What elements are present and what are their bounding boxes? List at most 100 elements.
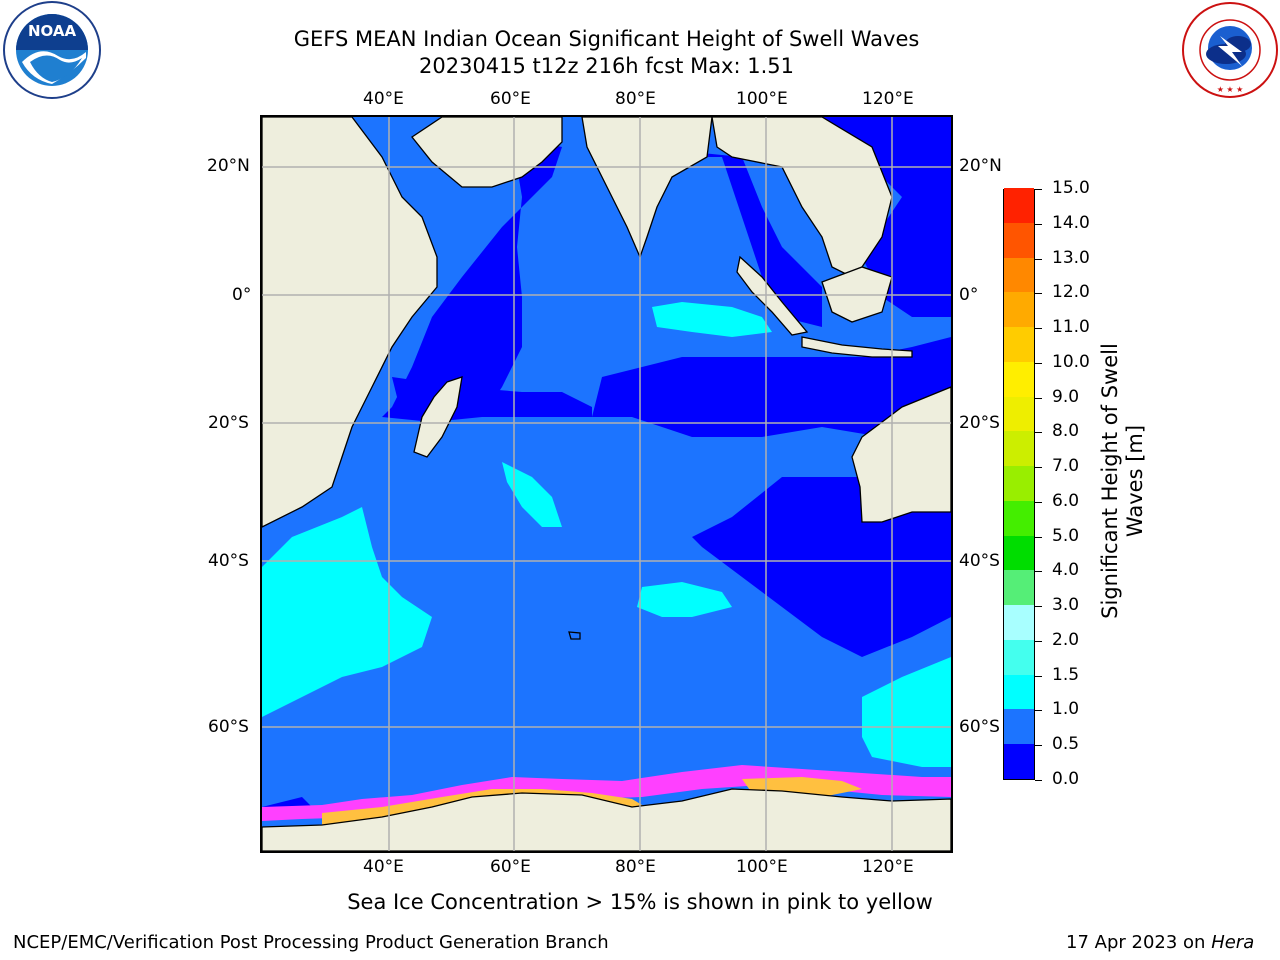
colorbar-segment bbox=[1004, 396, 1034, 432]
nws-logo-icon: ★ ★ ★ bbox=[1182, 2, 1278, 98]
lat-label-right-0: 0° bbox=[959, 285, 979, 305]
colorbar-tick-mark bbox=[1035, 780, 1042, 781]
colorbar-segment bbox=[1004, 326, 1034, 362]
colorbar-tick-label: 13.0 bbox=[1052, 247, 1090, 268]
colorbar-segment bbox=[1004, 674, 1034, 710]
colorbar-tick-mark bbox=[1035, 606, 1042, 608]
colorbar-tick-mark bbox=[1035, 223, 1042, 225]
colorbar-segment bbox=[1004, 709, 1034, 745]
colorbar-tick-mark bbox=[1035, 675, 1042, 677]
footer-date-text: 17 Apr 2023 on bbox=[1066, 932, 1206, 953]
colorbar-tick-mark bbox=[1035, 258, 1042, 260]
colorbar-tick-mark bbox=[1035, 710, 1042, 712]
lat-label-right-20n: 20°N bbox=[959, 156, 1002, 176]
colorbar-tick-mark bbox=[1035, 432, 1042, 434]
colorbar-segment bbox=[1004, 291, 1034, 328]
colorbar-tick-mark bbox=[1035, 362, 1042, 364]
lat-label-left-20s: 20°S bbox=[208, 413, 249, 433]
colorbar-tick-label: 3.0 bbox=[1052, 595, 1080, 616]
lon-label-bottom-100e: 100°E bbox=[736, 857, 788, 877]
colorbar-segment bbox=[1004, 639, 1034, 675]
colorbar-tick-mark bbox=[1035, 328, 1042, 330]
colorbar-segment bbox=[1004, 187, 1034, 223]
colorbar-segment bbox=[1004, 222, 1034, 258]
svg-text:★ ★ ★: ★ ★ ★ bbox=[1217, 85, 1244, 94]
lat-label-left-60s: 60°S bbox=[208, 717, 249, 737]
colorbar-segment bbox=[1004, 500, 1034, 536]
land-masses bbox=[262, 117, 951, 851]
colorbar-tick-label: 15.0 bbox=[1052, 178, 1090, 198]
lon-label-top-80e: 80°E bbox=[615, 89, 656, 109]
colorbar-tick-mark bbox=[1035, 293, 1042, 295]
swell-height-map bbox=[262, 117, 951, 851]
lon-label-top-100e: 100°E bbox=[736, 89, 788, 109]
colorbar-tick-mark bbox=[1035, 745, 1042, 747]
colorbar-tick-label: 10.0 bbox=[1052, 351, 1090, 372]
high-swell-areas bbox=[262, 302, 951, 767]
colorbar-tick-label: 5.0 bbox=[1052, 525, 1080, 546]
lat-label-right-40s: 40°S bbox=[959, 551, 1000, 571]
footer-date: 17 Apr 2023 on Hera bbox=[1066, 932, 1254, 953]
colorbar-segment bbox=[1004, 569, 1034, 606]
colorbar-segment bbox=[1004, 604, 1034, 640]
graticule bbox=[262, 117, 951, 851]
colorbar-tick-mark bbox=[1035, 467, 1042, 469]
antarctica-landmass bbox=[262, 788, 951, 851]
colorbar-label-wrap: Significant Height of Swell Waves [m] bbox=[1098, 343, 1158, 620]
colorbar-tick-mark bbox=[1035, 536, 1042, 538]
footer-org: NCEP/EMC/Verification Post Processing Pr… bbox=[13, 932, 609, 953]
lon-label-top-120e: 120°E bbox=[862, 89, 914, 109]
colorbar-tick-label: 2.0 bbox=[1052, 629, 1080, 650]
lat-label-left-0: 0° bbox=[232, 285, 252, 305]
colorbar-tick-label: 8.0 bbox=[1052, 421, 1080, 442]
lon-label-bottom-40e: 40°E bbox=[363, 857, 404, 877]
lat-label-left-40s: 40°S bbox=[208, 551, 249, 571]
colorbar-label: Significant Height of Swell Waves [m] bbox=[1098, 343, 1147, 619]
colorbar-tick-label: 12.0 bbox=[1052, 282, 1090, 303]
lat-label-right-60s: 60°S bbox=[959, 717, 1000, 737]
colorbar-tick-mark bbox=[1035, 501, 1042, 503]
noaa-logo-text: NOAA bbox=[28, 22, 77, 40]
nws-logo: ★ ★ ★ bbox=[1180, 0, 1280, 100]
lon-label-bottom-80e: 80°E bbox=[615, 857, 656, 877]
sea-ice-note: Sea Ice Concentration > 15% is shown in … bbox=[347, 890, 933, 914]
colorbar-tick-label: 0.5 bbox=[1052, 734, 1080, 755]
colorbar-segment bbox=[1004, 361, 1034, 397]
se-asia-landmass bbox=[711, 117, 893, 278]
footer-machine: Hera bbox=[1211, 932, 1255, 953]
lat-label-left-20n: 20°N bbox=[207, 156, 250, 176]
colorbar-segment bbox=[1004, 430, 1034, 467]
colorbar bbox=[1003, 187, 1035, 780]
colorbar-tick-mark bbox=[1035, 189, 1042, 190]
colorbar-tick-mark bbox=[1035, 571, 1042, 573]
map-title: GEFS MEAN Indian Ocean Significant Heigh… bbox=[293, 27, 920, 51]
colorbar-tick-label: 1.5 bbox=[1052, 664, 1080, 685]
colorbar-tick-label: 11.0 bbox=[1052, 317, 1090, 338]
colorbar-tick-label: 9.0 bbox=[1052, 386, 1080, 407]
colorbar-tick-label: 6.0 bbox=[1052, 490, 1080, 511]
colorbar-segment bbox=[1004, 257, 1034, 293]
lon-label-bottom-60e: 60°E bbox=[490, 857, 531, 877]
madagascar-landmass bbox=[413, 376, 463, 458]
colorbar-tick-label: 14.0 bbox=[1052, 212, 1090, 233]
colorbar-tick-label: 7.0 bbox=[1052, 456, 1080, 477]
colorbar-tick-mark bbox=[1035, 397, 1042, 399]
colorbar-segment bbox=[1004, 535, 1034, 571]
colorbar-segment bbox=[1004, 465, 1034, 501]
map-panel bbox=[260, 115, 953, 853]
map-subtitle: 20230415 t12z 216h fcst Max: 1.51 bbox=[419, 54, 794, 78]
australia-landmass bbox=[851, 386, 951, 523]
noaa-logo-icon: NOAA bbox=[3, 1, 101, 99]
arabia-landmass bbox=[411, 117, 563, 188]
lon-label-top-40e: 40°E bbox=[363, 89, 404, 109]
lon-label-bottom-120e: 120°E bbox=[862, 857, 914, 877]
sumatra-landmass bbox=[736, 255, 809, 336]
noaa-logo: NOAA bbox=[0, 0, 104, 100]
colorbar-tick-label: 1.0 bbox=[1052, 699, 1080, 720]
colorbar-tick-label: 4.0 bbox=[1052, 560, 1080, 581]
kerguelen-island bbox=[568, 631, 581, 640]
africa-landmass bbox=[262, 117, 438, 528]
lon-label-top-60e: 60°E bbox=[490, 89, 531, 109]
colorbar-tick-label: 0.0 bbox=[1052, 769, 1080, 789]
colorbar-tick-mark bbox=[1035, 640, 1042, 642]
